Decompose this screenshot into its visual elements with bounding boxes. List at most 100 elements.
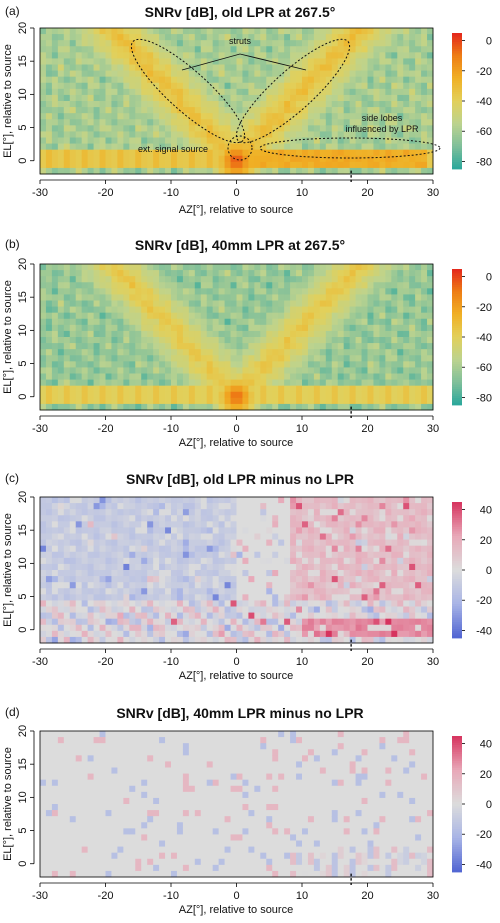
heatmap-cell xyxy=(224,52,231,59)
heatmap-cell xyxy=(182,64,190,71)
heatmap-cell xyxy=(135,545,142,553)
heatmap-cell xyxy=(129,94,136,102)
heatmap-cell xyxy=(313,612,321,620)
heatmap-cell xyxy=(403,403,410,411)
heatmap-cell xyxy=(302,551,309,559)
heatmap-cell xyxy=(367,594,374,601)
heatmap-cell xyxy=(105,58,112,65)
heatmap-cell xyxy=(421,137,428,144)
heatmap-cell xyxy=(296,324,303,332)
colorbar-swatch xyxy=(452,51,462,54)
heatmap-cell xyxy=(343,349,351,356)
heatmap-cell xyxy=(379,606,386,613)
heatmap-cell xyxy=(355,76,362,84)
heatmap-cell xyxy=(153,349,160,356)
heatmap-cell xyxy=(266,337,273,344)
colorbar-swatch xyxy=(452,96,462,100)
heatmap-cell xyxy=(105,570,112,577)
heatmap-cell xyxy=(248,576,255,583)
heatmap-cell xyxy=(57,521,65,528)
heatmap-cell xyxy=(373,612,380,620)
heatmap-cell xyxy=(236,403,243,411)
heatmap-cell xyxy=(194,46,202,53)
heatmap-cell xyxy=(248,70,255,78)
heatmap-cell xyxy=(230,113,237,120)
heatmap-cell xyxy=(123,503,130,510)
heatmap-cell xyxy=(159,58,166,65)
heatmap-cell xyxy=(141,107,148,114)
heatmap-cell xyxy=(153,527,160,534)
heatmap-cell xyxy=(153,403,160,411)
heatmap-cell xyxy=(272,349,279,356)
heatmap-cell xyxy=(230,64,237,71)
heatmap-cell xyxy=(206,588,214,595)
heatmap-cell xyxy=(218,113,225,120)
heatmap-cell xyxy=(278,34,285,41)
heatmap-cell xyxy=(63,40,71,47)
heatmap-cell xyxy=(123,82,130,90)
heatmap-cell xyxy=(290,551,297,559)
heatmap-cell xyxy=(224,533,231,540)
heatmap-cell xyxy=(69,282,77,289)
heatmap-cell xyxy=(206,391,214,399)
heatmap-cell xyxy=(63,88,71,96)
heatmap-cell xyxy=(331,149,339,157)
heatmap-cell xyxy=(397,167,404,175)
heatmap-cell xyxy=(40,306,47,314)
heatmap-cell xyxy=(254,576,261,583)
heatmap-cell xyxy=(290,64,297,71)
heatmap-cell xyxy=(349,385,356,393)
heatmap-cell xyxy=(236,379,243,387)
heatmap-cell xyxy=(248,527,255,534)
heatmap-cell xyxy=(63,509,71,516)
heatmap-cell xyxy=(373,101,380,108)
heatmap-cell xyxy=(165,576,172,583)
heatmap-cell xyxy=(87,312,94,320)
heatmap-cell xyxy=(159,330,166,338)
heatmap-cell xyxy=(349,403,356,411)
heatmap-cell xyxy=(111,563,118,571)
heatmap-cell xyxy=(99,101,106,108)
heatmap-cell xyxy=(403,306,410,314)
heatmap-cell xyxy=(81,576,89,583)
heatmap-cell xyxy=(403,600,410,607)
heatmap-cell xyxy=(69,155,77,163)
heatmap-cell xyxy=(307,137,315,144)
heatmap-cell xyxy=(236,113,243,120)
colorbar-swatch xyxy=(452,316,462,320)
heatmap-cell xyxy=(212,570,220,577)
x-tick-label: 20 xyxy=(361,423,373,435)
heatmap-cell xyxy=(343,40,351,47)
heatmap-cell xyxy=(343,28,351,35)
heatmap-cell xyxy=(421,588,428,595)
heatmap-cell xyxy=(105,594,112,601)
heatmap-cell xyxy=(182,373,190,380)
heatmap-cell xyxy=(99,337,106,344)
heatmap-cell xyxy=(337,107,345,114)
heatmap-cell xyxy=(99,64,106,71)
heatmap-cell xyxy=(355,113,362,120)
heatmap-b xyxy=(40,264,434,411)
y-axis-label-a: EL[°], relative to source xyxy=(2,44,14,158)
heatmap-cell xyxy=(230,563,237,571)
heatmap-cell xyxy=(272,545,279,553)
heatmap-cell xyxy=(135,515,142,522)
heatmap-cell xyxy=(415,361,422,368)
heatmap-cell xyxy=(307,509,315,516)
heatmap-cell xyxy=(141,167,148,175)
heatmap-cell xyxy=(343,367,351,374)
heatmap-cell xyxy=(93,385,100,393)
heatmap-cell xyxy=(99,397,106,405)
heatmap-cell xyxy=(111,612,118,620)
heatmap-cell xyxy=(99,379,106,387)
heatmap-cell xyxy=(153,82,160,90)
heatmap-cell xyxy=(397,34,404,41)
heatmap-cell xyxy=(129,288,136,295)
heatmap-cell xyxy=(397,119,404,126)
heatmap-cell xyxy=(141,288,148,295)
heatmap-cell xyxy=(40,361,47,368)
heatmap-cell xyxy=(266,612,273,620)
heatmap-cell xyxy=(373,40,380,47)
heatmap-cell xyxy=(230,125,237,132)
heatmap-cell xyxy=(313,131,321,138)
